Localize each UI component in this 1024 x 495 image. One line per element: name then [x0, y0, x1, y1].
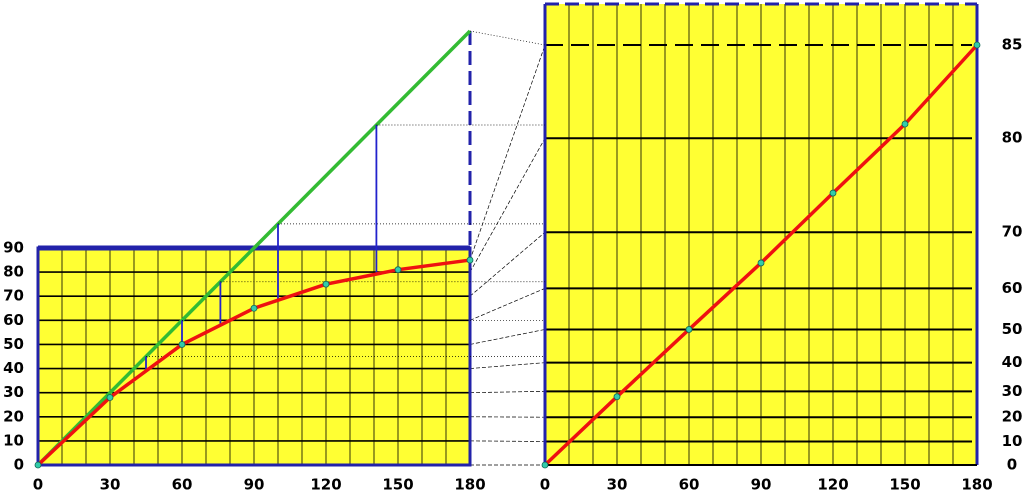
right-x-tick-label: 30: [607, 476, 628, 494]
left-y-tick-label: 40: [3, 359, 24, 377]
left-y-tick-label: 30: [3, 383, 24, 401]
left-x-tick-label: 30: [100, 476, 121, 494]
left-y-tick-label: 20: [3, 407, 24, 425]
left-x-tick-label: 180: [454, 476, 485, 494]
right-point: [829, 189, 837, 197]
left-point: [178, 341, 186, 348]
left-y-tick-label: 70: [3, 287, 24, 305]
right-x-tick-label: 180: [961, 476, 992, 494]
left-y-tick-label: 60: [3, 311, 24, 329]
connector: [469, 138, 546, 273]
connector: [469, 362, 546, 369]
left-y-tick-label: 50: [3, 335, 24, 353]
left-x-tick-label: 120: [310, 476, 341, 494]
left-point: [466, 256, 474, 264]
left-y-tick-label: 10: [3, 431, 24, 449]
connector: [469, 390, 546, 394]
right-y-tick-label: 70: [1002, 223, 1023, 241]
right-point: [685, 326, 693, 333]
left-point: [106, 394, 114, 401]
right-y-tick-label: 60: [1002, 279, 1023, 297]
left-point: [322, 280, 330, 288]
connector: [469, 440, 546, 442]
right-x-tick-label: 120: [817, 476, 848, 494]
right-point: [901, 120, 909, 128]
right-point: [541, 461, 549, 469]
right-y-tick-label: 50: [1002, 320, 1023, 338]
right-x-tick-label: 150: [889, 476, 920, 494]
right-point: [613, 393, 621, 401]
connector: [469, 329, 546, 345]
left-point: [250, 304, 258, 312]
top-dotted: [469, 30, 546, 46]
right-point: [757, 259, 765, 267]
green-line: [36, 29, 472, 467]
right-x-tick-label: 60: [679, 476, 700, 494]
right-point: [973, 41, 981, 49]
left-x-tick-label: 150: [382, 476, 413, 494]
right-y-tick-label: 10: [1002, 432, 1023, 450]
left-y-tick-label: 80: [3, 263, 24, 281]
right-y-tick-label: 80: [1002, 129, 1023, 147]
left-x-tick-label: 0: [33, 476, 43, 494]
right-y-tick-label: 40: [1002, 353, 1023, 371]
left-y-tick-label: 0: [14, 456, 24, 474]
right-x-tick-label: 90: [751, 476, 772, 494]
right-y-tick-label: 85: [1002, 36, 1023, 54]
left-x-tick-label: 60: [172, 476, 193, 494]
right-y-tick-label: 20: [1002, 408, 1023, 426]
connector: [469, 44, 546, 261]
left-point: [34, 461, 42, 469]
left-y-tick-label: 90: [3, 239, 24, 257]
connector: [469, 231, 546, 297]
connector: [469, 288, 546, 321]
right-y-tick-label: 0: [1007, 456, 1017, 474]
left-x-tick-label: 90: [244, 476, 265, 494]
right-x-tick-label: 0: [540, 476, 550, 494]
right-y-tick-label: 30: [1002, 382, 1023, 400]
left-point: [394, 266, 402, 274]
